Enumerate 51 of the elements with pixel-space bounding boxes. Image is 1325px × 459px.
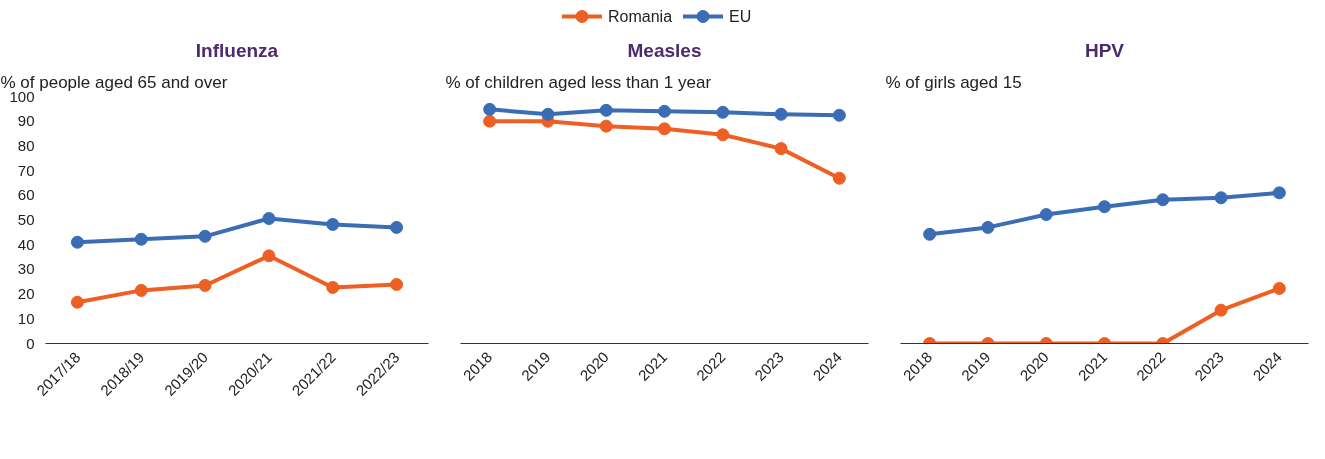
- chart-subtitle: % of children aged less than 1 year: [445, 72, 712, 92]
- chart-title: HPV: [1084, 39, 1125, 61]
- y-tick-label: 40: [17, 235, 35, 253]
- point: [1272, 281, 1286, 295]
- point: [658, 122, 671, 136]
- point: [774, 107, 788, 121]
- point: [70, 295, 84, 309]
- y-tick-label: 80: [17, 136, 35, 154]
- point: [1272, 186, 1286, 200]
- point: [1214, 191, 1228, 205]
- point: [390, 277, 404, 291]
- y-tick-label: 50: [17, 211, 35, 228]
- point: [774, 142, 788, 156]
- point: [390, 220, 404, 234]
- point: [923, 227, 937, 241]
- y-tick-label: 10: [17, 309, 35, 327]
- point: [198, 278, 212, 292]
- y-tick-label: 70: [17, 161, 35, 179]
- point: [262, 249, 276, 263]
- point: [483, 102, 497, 116]
- point: [599, 119, 613, 133]
- point: [262, 212, 276, 226]
- point: [326, 280, 340, 294]
- y-tick-label: 30: [17, 260, 35, 278]
- point: [599, 103, 613, 117]
- y-tick-label: 90: [17, 112, 35, 130]
- point: [70, 235, 84, 249]
- point: [1214, 303, 1228, 317]
- point: [716, 128, 730, 142]
- point: [832, 171, 846, 185]
- y-tick-label: 0: [26, 334, 35, 352]
- point: [832, 108, 846, 122]
- legend-label: Romania: [608, 8, 673, 25]
- point: [541, 107, 555, 121]
- point: [658, 104, 671, 118]
- point: [134, 232, 148, 246]
- point: [483, 114, 497, 128]
- point: [326, 217, 340, 231]
- chart-title: Influenza: [195, 39, 279, 61]
- point: [981, 220, 995, 234]
- y-tick-label: 20: [17, 285, 35, 303]
- legend-label: EU: [729, 8, 752, 25]
- chart-title: Measles: [627, 39, 702, 61]
- chart-subtitle: % of girls aged 15: [885, 72, 1022, 92]
- point: [198, 229, 212, 243]
- point: [134, 283, 148, 297]
- point: [716, 105, 730, 119]
- point: [1098, 200, 1111, 214]
- point: [1039, 208, 1053, 222]
- y-tick-label: 60: [17, 186, 35, 204]
- point: [1156, 193, 1170, 207]
